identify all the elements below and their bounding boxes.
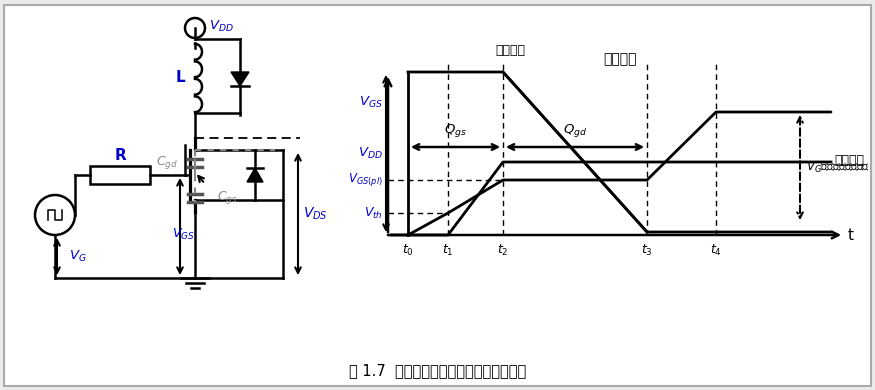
Text: $V_{th}$: $V_{th}$ — [364, 206, 383, 221]
Text: t: t — [848, 227, 854, 243]
Text: L: L — [175, 71, 185, 85]
Text: 漏极电压: 漏极电压 — [495, 44, 526, 57]
Text: $V_G$: $V_G$ — [69, 249, 87, 264]
Polygon shape — [247, 168, 263, 182]
Text: $V_{DD}$: $V_{DD}$ — [209, 18, 234, 34]
Text: $t_1$: $t_1$ — [442, 243, 454, 258]
Text: $Q_{gs}$: $Q_{gs}$ — [444, 122, 467, 139]
Text: $V_G$（栅极驱动电压）: $V_G$（栅极驱动电压） — [806, 160, 870, 175]
Text: $C_{gd}$: $C_{gd}$ — [156, 154, 178, 171]
Text: 图 1.7  栅极充电电路和波形（电感负载）: 图 1.7 栅极充电电路和波形（电感负载） — [349, 363, 527, 378]
Text: $t_0$: $t_0$ — [402, 243, 414, 258]
Text: 栅极电压: 栅极电压 — [603, 52, 637, 66]
FancyBboxPatch shape — [4, 5, 871, 386]
Text: $V_{GS(pl)}$: $V_{GS(pl)}$ — [348, 172, 383, 188]
Text: $C_{gs}$: $C_{gs}$ — [217, 189, 238, 206]
Text: R: R — [114, 147, 126, 163]
Text: $V_{DD}$: $V_{DD}$ — [358, 146, 383, 161]
Text: $V_{GS}$: $V_{GS}$ — [172, 227, 194, 242]
Text: 漏极电流: 漏极电流 — [834, 154, 864, 167]
Text: $t_3$: $t_3$ — [641, 243, 653, 258]
Polygon shape — [231, 72, 249, 86]
Text: $t_2$: $t_2$ — [497, 243, 508, 258]
Text: $Q_{gd}$: $Q_{gd}$ — [563, 122, 587, 139]
Bar — [90, 166, 150, 184]
Text: $t_4$: $t_4$ — [710, 243, 722, 258]
Text: $V_{DS}$: $V_{DS}$ — [303, 206, 328, 222]
Text: $V_{GS}$: $V_{GS}$ — [359, 95, 383, 110]
